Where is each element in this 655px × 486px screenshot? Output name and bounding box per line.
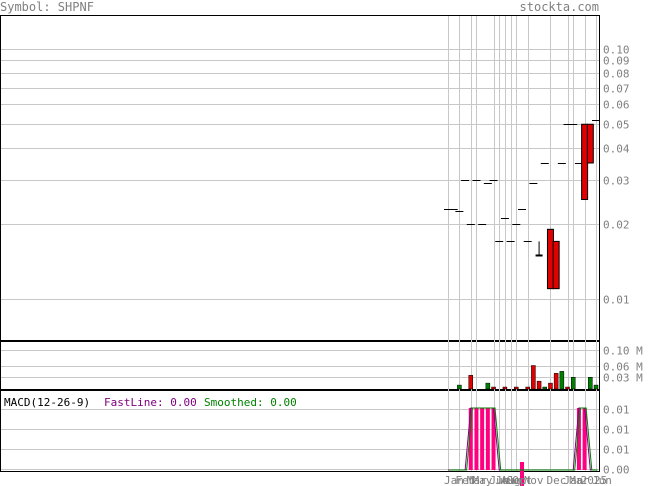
volume-bar — [570, 377, 576, 390]
price-tick-label: 0.08 — [603, 68, 630, 81]
candle-body — [546, 228, 554, 290]
macd-tick-label: 0.01 — [603, 404, 630, 417]
volume-bar — [457, 384, 462, 390]
price-tick-label: 0.01 — [603, 294, 630, 307]
macd-smoothed-label: Smoothed: 0.00 — [204, 396, 297, 409]
time-tick-label: Mar — [569, 474, 589, 486]
volume-bar — [531, 365, 536, 390]
candle-body — [552, 240, 560, 290]
volume-bar — [491, 386, 496, 390]
volume-bar — [588, 377, 593, 390]
price-tick-label: 0.05 — [603, 119, 630, 132]
price-panel — [0, 15, 600, 341]
volume-bar — [502, 386, 508, 390]
time-tick-label: Aug — [501, 474, 521, 486]
volume-bar — [593, 384, 599, 390]
time-tick-label: 2025 — [581, 474, 608, 486]
time-tick-label: Jan — [444, 474, 464, 486]
macd-panel — [0, 390, 600, 472]
volume-bar — [548, 382, 553, 390]
volume-bar — [559, 371, 565, 390]
macd-smoothed-line — [449, 407, 598, 471]
price-tick-label: 0.09 — [603, 55, 630, 68]
price-tick-label: 0.07 — [603, 83, 630, 96]
volume-tick-label: 0.10 M — [603, 345, 643, 358]
price-tick-label: 0.02 — [603, 219, 630, 232]
time-tick-label: Jan — [564, 474, 584, 486]
volume-bar — [553, 373, 559, 390]
candle-body — [581, 123, 589, 201]
macd-tick-label: 0.00 — [603, 464, 630, 477]
volume-bar — [468, 375, 474, 390]
time-tick-label: Sep — [507, 474, 527, 486]
volume-bar — [565, 386, 570, 390]
macd-tick-label: 0.01 — [603, 444, 630, 457]
volume-bar — [525, 386, 530, 390]
volume-tick-label: 0.03 M — [603, 372, 643, 385]
volume-bar — [536, 380, 542, 390]
candle-body — [535, 254, 543, 257]
time-tick-label: Jun — [490, 474, 510, 486]
macd-histogram-bar — [474, 408, 479, 470]
macd-histogram-bar — [491, 408, 496, 470]
volume-bar — [485, 382, 491, 390]
time-tick-label: Jun — [592, 474, 612, 486]
volume-bar — [542, 386, 548, 390]
time-tick-label: May — [472, 474, 492, 486]
time-tick-label: Oct — [512, 474, 532, 486]
time-tick-label: Mar — [467, 474, 487, 486]
macd-histogram-bar — [520, 462, 524, 486]
macd-histogram-bar — [576, 408, 581, 470]
volume-tick-label: 0.06 M — [603, 361, 643, 374]
candle-body — [586, 123, 594, 164]
macd-histogram-bar — [485, 408, 490, 470]
macd-fastline-label: FastLine: 0.00 — [104, 396, 197, 409]
macd-histogram-bar — [582, 408, 587, 470]
price-tick-label: 0.04 — [603, 143, 630, 156]
site-label: stockta.com — [520, 0, 599, 14]
time-tick-label: Nov — [524, 474, 544, 486]
volume-panel — [0, 341, 600, 390]
price-tick-label: 0.06 — [603, 99, 630, 112]
macd-tick-label: 0.01 — [603, 424, 630, 437]
volume-bar — [514, 386, 519, 390]
price-tick-label: 0.03 — [603, 175, 630, 188]
time-tick-label: Jul — [495, 474, 515, 486]
macd-title: MACD(12-26-9) — [4, 396, 90, 409]
macd-histogram-bar — [480, 408, 485, 470]
time-tick-label: Feb — [455, 474, 475, 486]
macd-histogram-bar — [468, 408, 473, 470]
time-tick-label: Dec — [546, 474, 566, 486]
symbol-label: Symbol: SHPNF — [0, 0, 94, 14]
price-tick-label: 0.10 — [603, 44, 630, 57]
